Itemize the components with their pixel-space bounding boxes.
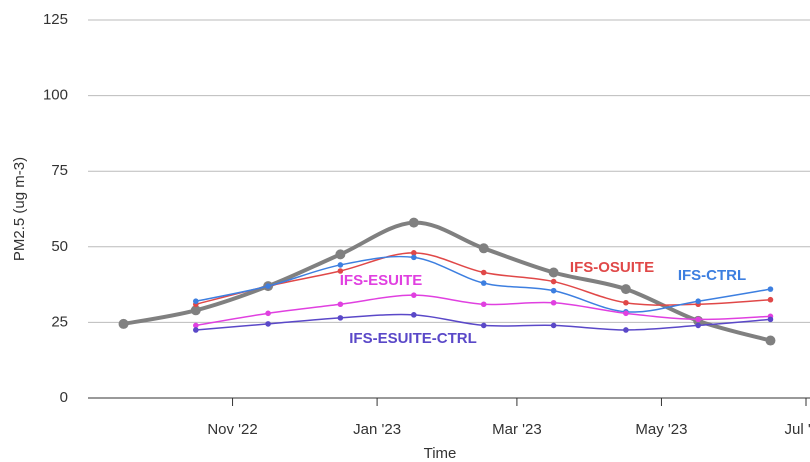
- data-point: [623, 299, 629, 306]
- data-point: [335, 249, 346, 260]
- data-point: [478, 243, 489, 254]
- data-point: [623, 310, 629, 317]
- data-point: [190, 305, 201, 316]
- data-point: [265, 310, 271, 317]
- data-point: [695, 316, 701, 323]
- data-point: [550, 322, 557, 329]
- data-point: [193, 327, 199, 333]
- y-tick-label: 75: [51, 162, 68, 179]
- data-point: [337, 262, 344, 268]
- series-line: [123, 220, 771, 343]
- data-point: [695, 322, 701, 329]
- data-point: [480, 269, 487, 276]
- data-point: [265, 283, 271, 289]
- data-point: [480, 301, 487, 308]
- series-label: IFS-OSUITE: [570, 259, 654, 276]
- y-tick-label: 125: [43, 11, 68, 28]
- data-point: [480, 322, 487, 329]
- data-point: [411, 250, 417, 256]
- x-tick-label: Jan '23: [353, 421, 401, 438]
- data-point: [623, 327, 629, 333]
- data-point: [408, 217, 419, 228]
- data-point: [550, 287, 557, 294]
- y-tick-label: 100: [43, 87, 68, 104]
- x-tick-label: Jul '23: [785, 421, 810, 438]
- data-point: [411, 292, 417, 298]
- x-axis-label: Time: [424, 445, 457, 462]
- series-line: [195, 294, 771, 327]
- data-point: [337, 301, 344, 308]
- series-label: IFS-ESUITE: [340, 272, 423, 289]
- data-point: [337, 268, 344, 274]
- data-point: [480, 280, 487, 286]
- data-point: [767, 296, 774, 303]
- data-point: [118, 318, 129, 329]
- series-label: IFS-CTRL: [678, 267, 746, 284]
- x-tick-label: Nov '22: [207, 421, 257, 438]
- data-point: [695, 298, 701, 305]
- data-point: [337, 315, 344, 321]
- y-tick-label: 0: [60, 389, 68, 406]
- data-point: [265, 321, 271, 327]
- data-point: [767, 286, 774, 292]
- data-point: [550, 299, 557, 306]
- y-tick-label: 50: [51, 238, 68, 255]
- x-tick-label: May '23: [635, 421, 687, 438]
- data-point: [193, 298, 199, 305]
- data-point: [411, 312, 417, 318]
- data-point: [411, 254, 417, 261]
- x-tick-label: Mar '23: [492, 421, 542, 438]
- data-point: [765, 335, 776, 346]
- series-label: IFS-ESUITE-CTRL: [349, 330, 477, 347]
- y-axis-label: PM2.5 (ug m-3): [11, 157, 28, 261]
- data-point: [193, 322, 199, 329]
- data-point: [548, 267, 559, 278]
- y-tick-label: 25: [51, 313, 68, 330]
- data-point: [620, 284, 631, 295]
- data-point: [767, 316, 774, 323]
- data-point: [550, 278, 557, 285]
